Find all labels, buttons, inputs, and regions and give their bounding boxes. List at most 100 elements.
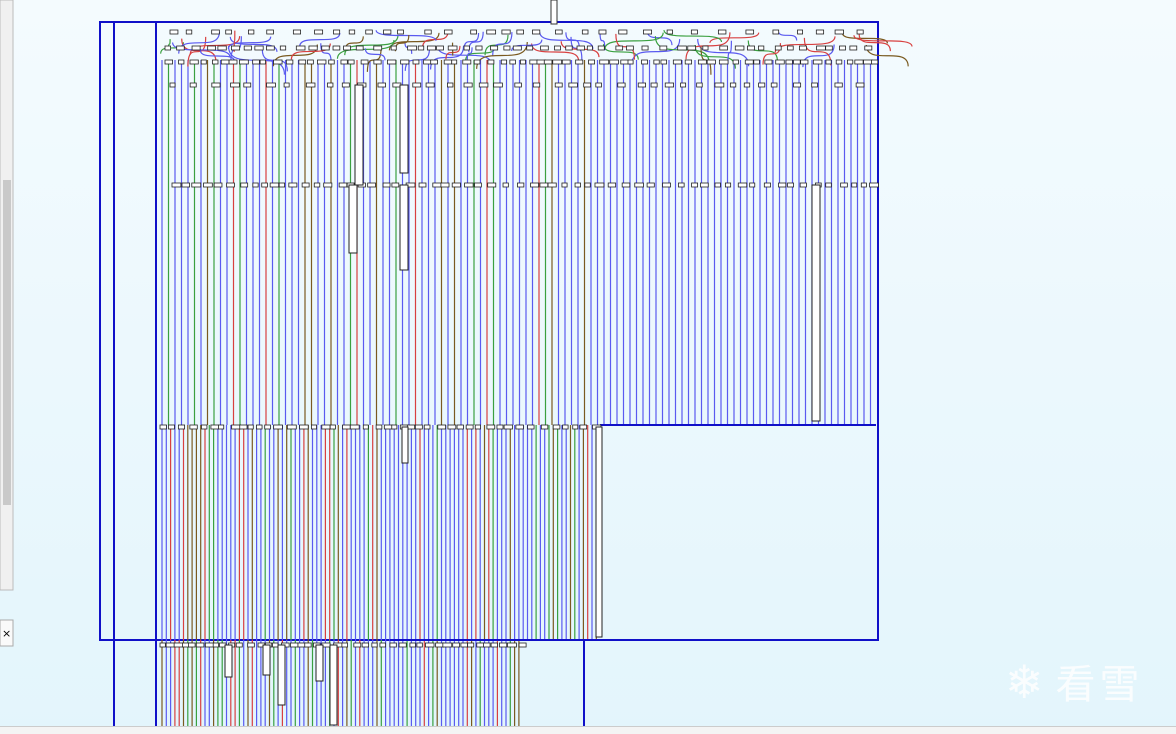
node[interactable]	[737, 182, 748, 188]
node[interactable]	[515, 424, 524, 430]
node[interactable]	[599, 59, 610, 65]
node[interactable]	[188, 642, 196, 648]
node[interactable]	[391, 182, 400, 188]
node[interactable]	[423, 424, 431, 430]
node[interactable]	[758, 45, 765, 51]
entry-node[interactable]	[550, 0, 558, 25]
node[interactable]	[191, 45, 201, 51]
node[interactable]	[793, 59, 801, 65]
node[interactable]	[397, 29, 404, 35]
node[interactable]	[800, 59, 809, 65]
node[interactable]	[375, 424, 383, 430]
node[interactable]	[213, 182, 223, 188]
node[interactable]	[211, 29, 220, 35]
node[interactable]	[286, 424, 297, 430]
node[interactable]	[562, 424, 569, 430]
node[interactable]	[502, 182, 509, 188]
node[interactable]	[561, 182, 568, 188]
node[interactable]	[552, 59, 563, 65]
node[interactable]	[729, 82, 737, 88]
node[interactable]	[177, 424, 185, 430]
node[interactable]	[425, 82, 435, 88]
node[interactable]	[261, 182, 268, 188]
node[interactable]	[189, 424, 198, 430]
node[interactable]	[664, 82, 674, 88]
node[interactable]	[377, 82, 386, 88]
node[interactable]	[382, 182, 391, 188]
node[interactable]	[367, 182, 376, 188]
node[interactable]	[314, 29, 324, 35]
node[interactable]	[500, 59, 507, 65]
node[interactable]	[399, 84, 409, 174]
node[interactable]	[764, 59, 773, 65]
node[interactable]	[348, 29, 356, 35]
node[interactable]	[279, 45, 287, 51]
node[interactable]	[529, 59, 538, 65]
node[interactable]	[734, 45, 745, 51]
node[interactable]	[159, 424, 167, 430]
node[interactable]	[677, 182, 685, 188]
node[interactable]	[815, 29, 825, 35]
node[interactable]	[451, 59, 458, 65]
node[interactable]	[463, 45, 470, 51]
node[interactable]	[677, 45, 687, 51]
node[interactable]	[697, 59, 707, 65]
node[interactable]	[178, 59, 185, 65]
node[interactable]	[462, 59, 472, 65]
node[interactable]	[288, 182, 298, 188]
node[interactable]	[744, 59, 754, 65]
node[interactable]	[660, 59, 668, 65]
node[interactable]	[373, 59, 382, 65]
node[interactable]	[239, 59, 249, 65]
node[interactable]	[424, 29, 432, 35]
node[interactable]	[618, 29, 628, 35]
node[interactable]	[171, 182, 182, 188]
node[interactable]	[247, 642, 255, 648]
node[interactable]	[425, 642, 435, 648]
node[interactable]	[231, 424, 241, 430]
node[interactable]	[799, 182, 807, 188]
node[interactable]	[507, 642, 517, 648]
node[interactable]	[292, 29, 301, 35]
node[interactable]	[333, 29, 341, 35]
node[interactable]	[846, 59, 854, 65]
node[interactable]	[414, 424, 423, 430]
node[interactable]	[719, 45, 728, 51]
node[interactable]	[490, 642, 498, 648]
node[interactable]	[785, 59, 793, 65]
node[interactable]	[252, 59, 260, 65]
node[interactable]	[627, 59, 634, 65]
node[interactable]	[407, 45, 417, 51]
node[interactable]	[225, 29, 232, 35]
node[interactable]	[518, 642, 527, 648]
node[interactable]	[825, 182, 832, 188]
node[interactable]	[401, 426, 409, 464]
node[interactable]	[778, 182, 787, 188]
node[interactable]	[383, 424, 393, 430]
node[interactable]	[758, 82, 766, 88]
node[interactable]	[641, 59, 648, 65]
node[interactable]	[387, 59, 397, 65]
node[interactable]	[487, 182, 497, 188]
node[interactable]	[662, 182, 671, 188]
node[interactable]	[400, 59, 410, 65]
node[interactable]	[201, 424, 208, 430]
node[interactable]	[717, 29, 727, 35]
node[interactable]	[691, 182, 699, 188]
node[interactable]	[609, 59, 619, 65]
node[interactable]	[266, 45, 275, 51]
node[interactable]	[517, 182, 525, 188]
node[interactable]	[476, 642, 485, 648]
node[interactable]	[430, 59, 438, 65]
node[interactable]	[621, 182, 631, 188]
node[interactable]	[240, 182, 249, 188]
node[interactable]	[595, 426, 603, 638]
node[interactable]	[295, 45, 306, 51]
node[interactable]	[772, 29, 780, 35]
node[interactable]	[343, 45, 351, 51]
node[interactable]	[626, 45, 634, 51]
node[interactable]	[527, 424, 535, 430]
node[interactable]	[272, 642, 279, 648]
scrollbar-thumb[interactable]	[3, 180, 11, 505]
node[interactable]	[247, 424, 254, 430]
